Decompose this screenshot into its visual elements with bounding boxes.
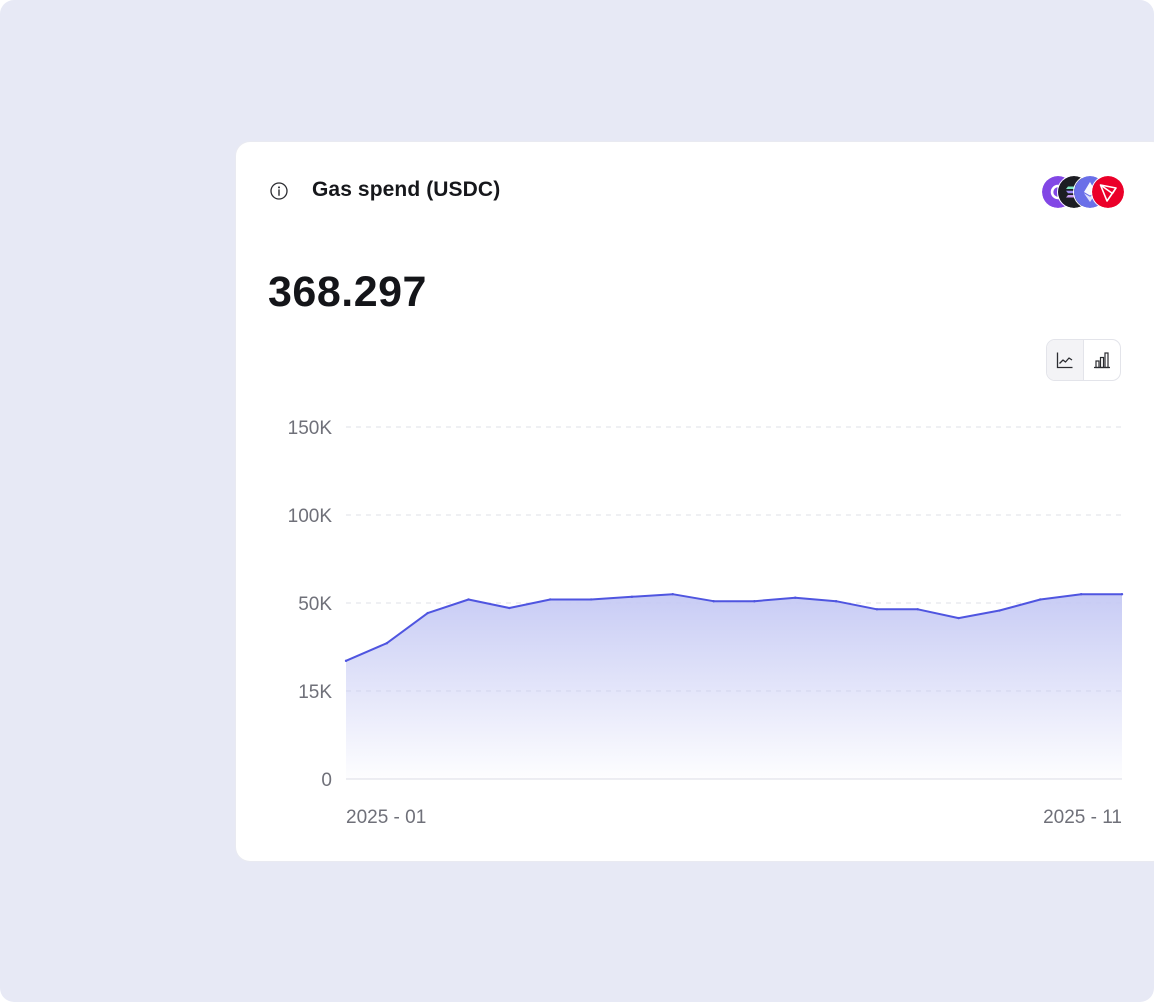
y-tick-label: 100K (288, 506, 333, 527)
data-point (957, 616, 960, 620)
series-line (345, 593, 1122, 662)
data-point (1039, 598, 1042, 601)
data-point (467, 598, 470, 601)
y-axis-labels: 0 15K 50K 100K 150K (288, 418, 333, 791)
data-point (385, 642, 389, 645)
line-chart-toggle[interactable] (1047, 340, 1084, 380)
data-point (508, 606, 511, 610)
data-point (834, 600, 838, 603)
data-point (1120, 593, 1124, 596)
y-tick-label: 150K (288, 418, 333, 439)
data-point (589, 598, 593, 601)
bar-chart-icon (1094, 352, 1110, 369)
y-tick-label: 15K (298, 682, 332, 703)
data-point (916, 608, 919, 611)
info-circle-icon[interactable] (269, 181, 289, 201)
gas-spend-card: Gas spend (USDC) 368.297 (236, 142, 1154, 861)
data-point (875, 608, 879, 611)
y-tick-label: 50K (298, 594, 332, 615)
series-area (346, 594, 1122, 779)
gas-spend-area-chart: 0 15K 50K 100K 150K 2025 - 01 2025 - 11 (288, 418, 1124, 828)
x-tick-label: 2025 - 11 (1043, 807, 1122, 828)
data-point (753, 600, 756, 603)
data-point (998, 609, 1001, 612)
x-axis-labels: 2025 - 01 2025 - 11 (346, 807, 1122, 828)
chain-icons-group (1041, 175, 1125, 209)
data-point (426, 611, 429, 615)
x-tick-label: 2025 - 01 (346, 807, 426, 828)
data-point (549, 598, 552, 601)
data-point (1079, 593, 1083, 596)
chart-type-toggle (1046, 339, 1121, 381)
card-title: Gas spend (USDC) (312, 178, 501, 201)
series-points (344, 593, 1124, 663)
bar-chart-toggle[interactable] (1084, 340, 1120, 380)
y-tick-label: 0 (321, 770, 332, 791)
data-point (794, 596, 797, 599)
data-point (630, 595, 634, 599)
line-chart-icon (1056, 352, 1073, 369)
data-point (344, 659, 348, 663)
total-value: 368.297 (268, 268, 427, 316)
data-point (712, 600, 715, 603)
tron-icon (1091, 175, 1125, 209)
data-point (671, 593, 674, 596)
